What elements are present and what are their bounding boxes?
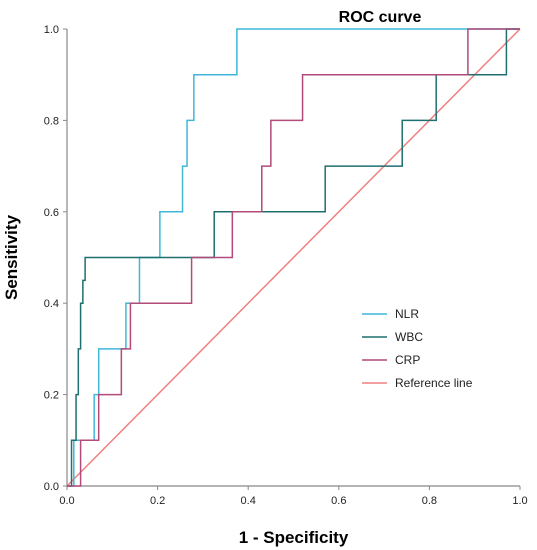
series-line-crp [67,28,520,487]
y-tick-label: 0.4 [44,298,59,310]
y-tick-label: 0.0 [44,481,59,493]
x-tick-label: 0.0 [59,495,74,507]
legend-label-nlr: NLR [395,307,419,321]
series-line-wbc [67,28,520,487]
y-tick-label: 0.8 [44,115,59,127]
x-tick-label: 0.8 [422,495,437,507]
y-tick-label: 0.2 [44,390,59,402]
x-tick-label: 0.4 [241,495,256,507]
legend: NLR WBC CRP Reference line [362,307,473,390]
x-tick-label: 0.6 [331,495,346,507]
legend-label-wbc: WBC [395,330,423,344]
axes: 0.0 0.2 0.4 0.6 0.8 1.0 0.0 0.2 0.4 0.6 0.8 1.0 [44,24,528,507]
x-tick-label: 0.2 [150,495,165,507]
chart-title: ROC curve [339,9,422,26]
legend-label-reference-line: Reference line [395,376,473,390]
x-axis-title: 1 - Specificity [239,528,349,547]
y-tick-label: 0.6 [44,207,59,219]
y-tick-label: 1.0 [44,24,59,36]
series-line-reference-line [66,28,521,487]
legend-label-crp: CRP [395,353,420,367]
series-layer [66,28,521,487]
y-axis-title: Sensitivity [2,214,21,300]
x-tick-label: 1.0 [512,495,527,507]
